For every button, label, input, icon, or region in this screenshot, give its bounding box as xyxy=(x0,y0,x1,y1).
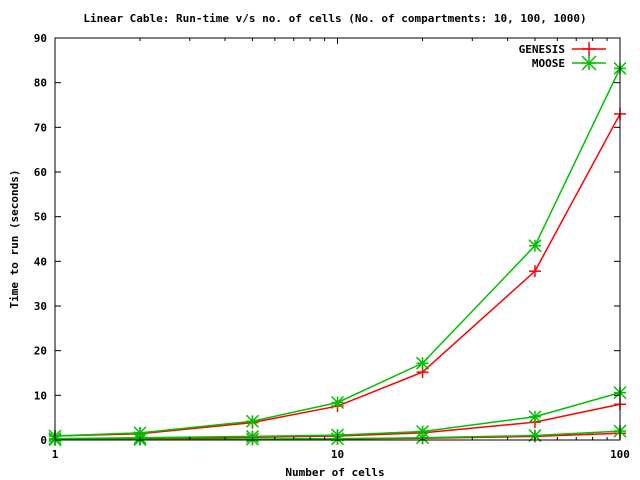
y-tick-label: 30 xyxy=(34,300,47,313)
x-axis: 1 10 100 xyxy=(52,38,630,461)
y-tick-label: 10 xyxy=(34,389,47,402)
legend-entry: GENESIS xyxy=(519,42,606,56)
chart-title: Linear Cable: Run-time v/s no. of cells … xyxy=(83,12,586,25)
data-point xyxy=(528,239,542,253)
y-tick-label: 70 xyxy=(34,121,47,134)
y-tick-label: 0 xyxy=(40,434,47,447)
series-2 xyxy=(48,61,627,443)
data-point xyxy=(528,265,541,278)
data-point xyxy=(245,414,259,428)
legend-marker xyxy=(582,42,596,56)
y-tick-label: 60 xyxy=(34,166,47,179)
data-point xyxy=(330,395,345,410)
series-line xyxy=(54,68,621,437)
plot-area xyxy=(48,61,627,447)
series-1 xyxy=(49,107,626,442)
y-tick-label: 80 xyxy=(34,77,47,90)
y-tick-label: 50 xyxy=(34,211,47,224)
data-point xyxy=(416,356,430,370)
y-tick-label: 40 xyxy=(34,255,47,268)
y-axis: 0 10 20 30 40 50 60 70 80 90 xyxy=(34,32,620,447)
data-point xyxy=(528,410,542,424)
x-tick-label: 100 xyxy=(610,448,630,461)
y-tick-label: 20 xyxy=(34,345,47,358)
y-axis-label: Time to run (seconds) xyxy=(8,169,21,308)
legend-label: GENESIS xyxy=(519,43,565,56)
plot-frame xyxy=(54,37,621,441)
legend-marker xyxy=(581,55,597,71)
x-tick-label: 10 xyxy=(331,448,344,461)
y-tick-label: 90 xyxy=(34,32,47,45)
x-tick-label: 1 xyxy=(52,448,59,461)
x-axis-label: Number of cells xyxy=(285,466,384,479)
legend-entry: MOOSE xyxy=(532,55,606,71)
legend-label: MOOSE xyxy=(532,57,565,70)
